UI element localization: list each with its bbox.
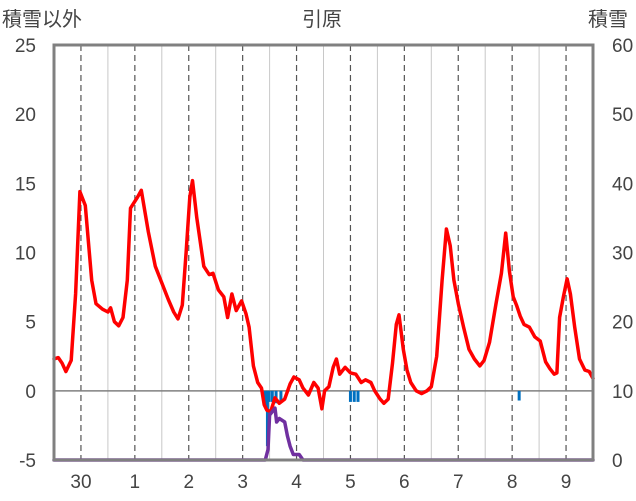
x-tick-label-3: 3 — [237, 472, 248, 493]
precip-bar-5 — [279, 390, 283, 402]
x-tick-label-9: 9 — [561, 472, 572, 493]
left-axis-label: 積雪以外 — [2, 8, 82, 31]
right-tick-label-4: 40 — [612, 174, 633, 195]
precip-bar-3 — [270, 390, 274, 402]
precip-bars — [263, 390, 521, 447]
x-tick-label-7: 7 — [453, 472, 464, 493]
x-tick-label-6: 6 — [399, 472, 410, 493]
gridlines — [80, 45, 594, 460]
precip-bar-0 — [263, 390, 267, 405]
right-tick-label-0: 0 — [612, 451, 623, 472]
left-tick-label-3: 10 — [15, 244, 36, 265]
precip-bar-6 — [348, 390, 352, 402]
left-tick-label-2: 5 — [25, 313, 36, 334]
x-ticks: 30 1 2 3 4 5 6 7 8 9 — [70, 472, 571, 493]
left-tick-label-4: 15 — [15, 174, 36, 195]
right-tick-label-6: 60 — [612, 36, 633, 57]
right-axis-label: 積雪 — [588, 8, 628, 31]
right-y-ticks: 0 10 20 30 40 50 60 — [612, 36, 633, 472]
right-tick-label-2: 20 — [612, 313, 633, 334]
x-tick-label-0: 30 — [70, 472, 91, 493]
series-line-0 — [52, 178, 595, 414]
precip-bar-9 — [517, 390, 521, 401]
left-y-ticks: -5 0 5 10 15 20 25 — [15, 36, 36, 472]
precip-bar-8 — [356, 390, 360, 402]
series-line-1 — [52, 406, 595, 462]
series-lines — [52, 178, 595, 462]
right-tick-label-5: 50 — [612, 105, 633, 126]
x-tick-label-2: 2 — [183, 472, 194, 493]
plot-frame — [52, 43, 595, 462]
left-tick-label-0: -5 — [19, 451, 36, 472]
right-tick-label-3: 30 — [612, 244, 633, 265]
chart-title: 引原 — [302, 8, 342, 31]
right-tick-label-1: 10 — [612, 382, 633, 403]
left-tick-label-1: 0 — [25, 382, 36, 403]
x-tick-label-1: 1 — [130, 472, 141, 493]
precip-bar-2 — [267, 390, 271, 402]
left-tick-label-5: 20 — [15, 105, 36, 126]
x-tick-label-5: 5 — [345, 472, 356, 493]
precip-bar-1 — [265, 390, 269, 447]
precip-bar-7 — [352, 390, 356, 402]
left-tick-label-6: 25 — [15, 36, 36, 57]
x-tick-label-8: 8 — [507, 472, 518, 493]
x-tick-label-4: 4 — [291, 472, 302, 493]
